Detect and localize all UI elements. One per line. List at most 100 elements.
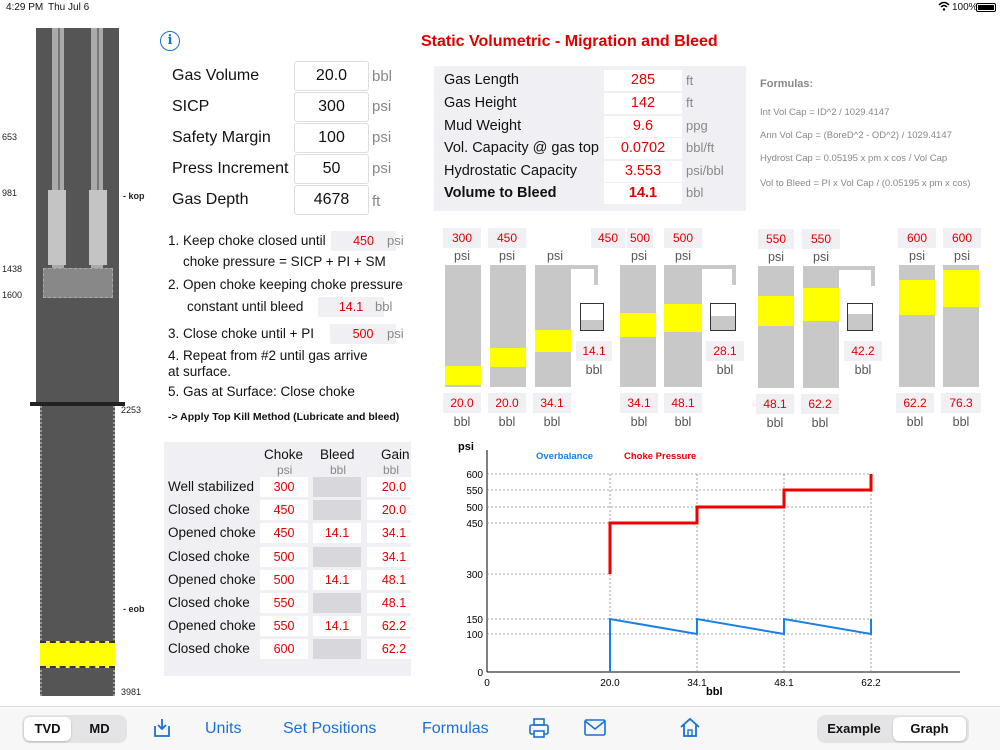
bleed-tank xyxy=(580,303,604,331)
step-4-detail: at surface. xyxy=(168,364,232,379)
bleed-cell xyxy=(313,477,361,497)
pressure-chart: psi bbl 600 550 500 450 300 150 100 00 20.0 34.1 48.… xyxy=(458,441,960,698)
row-label: Closed choke xyxy=(168,595,250,610)
bottom-toolbar: TVD MD Units Set Positions Formulas Exam… xyxy=(0,706,1000,750)
formula-ann-vol: Ann Vol Cap = (BoreD^2 - OD^2) / 1029.41… xyxy=(760,130,952,141)
mud-column xyxy=(620,265,656,387)
bleed-cell: 14.1 xyxy=(313,523,361,544)
row-label: Opened choke xyxy=(168,618,256,634)
gain-value: 62.2 xyxy=(896,393,934,413)
top-pressure: 450 xyxy=(591,228,625,248)
units-link[interactable]: Units xyxy=(205,720,242,737)
battery-icon xyxy=(976,3,996,12)
unit-label: bbl xyxy=(630,415,648,429)
summary-table: Choke Bleed Gain psi bbl bbl Well stabil… xyxy=(164,442,421,676)
gas-height-value: 142 xyxy=(604,93,682,114)
share-icon[interactable] xyxy=(151,717,173,744)
gas-parameters-panel: Gas Length 285 ft Gas Height 142 ft Mud … xyxy=(434,66,746,211)
hydrostatic-capacity-label: Hydrostatic Capacity xyxy=(444,163,577,179)
y-tick-label: 100 xyxy=(466,630,483,641)
unit-label: bbl/ft xyxy=(686,140,715,155)
info-icon[interactable]: i xyxy=(160,31,180,51)
gas-depth-input[interactable]: 4678 xyxy=(294,185,369,215)
status-bar: 4:29 PM Thu Jul 6 100% xyxy=(0,0,1000,16)
tvd-button[interactable]: TVD xyxy=(24,717,71,741)
unit-label: ft xyxy=(686,73,694,88)
bleed-cell xyxy=(313,593,361,613)
md-button[interactable]: MD xyxy=(89,721,110,736)
choke-cell: 500 xyxy=(260,569,308,590)
unit-label: psi xyxy=(372,129,392,146)
bleed-cell: 14.1 xyxy=(313,616,361,637)
unit-label: psi xyxy=(631,249,647,263)
unit-label: ft xyxy=(372,193,381,210)
unit-label: bbl xyxy=(674,415,692,429)
top-pressure: 500 xyxy=(664,228,702,248)
formula-int-vol: Int Vol Cap = ID^2 / 1029.4147 xyxy=(760,107,890,118)
example-button[interactable]: Example xyxy=(827,721,881,736)
row-label: Closed choke xyxy=(168,548,250,564)
battery-percent: 100% xyxy=(952,2,978,13)
y-tick-label: 150 xyxy=(466,615,483,626)
casing-shoe xyxy=(30,402,125,406)
packer xyxy=(43,268,113,298)
gas-depth-label: Gas Depth xyxy=(172,191,249,208)
bleed-tank xyxy=(710,303,736,331)
mail-icon[interactable] xyxy=(584,719,606,741)
y-tick-label: 550 xyxy=(466,486,483,497)
gas-volume-label: Gas Volume xyxy=(172,67,260,84)
top-pressure: 600 xyxy=(898,228,936,248)
step-1: 1. Keep choke closed until xyxy=(168,233,326,248)
home-icon[interactable] xyxy=(679,716,701,743)
gain-value: 34.1 xyxy=(533,393,571,413)
top-pressure: 450 xyxy=(488,228,526,248)
press-increment-label: Press Increment xyxy=(172,160,289,177)
safety-margin-input[interactable]: 100 xyxy=(294,123,369,153)
unit-label: psi xyxy=(547,249,563,263)
mud-weight-value: 9.6 xyxy=(604,116,682,137)
depth-label: 981 xyxy=(2,188,18,198)
x-tick-label: 20.0 xyxy=(600,678,620,689)
row-label: Opened choke xyxy=(168,525,256,541)
tvd-md-segmented: TVD MD xyxy=(22,715,127,743)
x-tick-label: 48.1 xyxy=(774,678,794,689)
mud-column xyxy=(490,265,526,387)
step-2-value: 14.1 xyxy=(318,297,384,317)
graph-button[interactable]: Graph xyxy=(893,717,966,741)
col-header-choke: Choke xyxy=(264,447,304,462)
gain-cell: 48.1 xyxy=(367,593,421,613)
unit-label: psi xyxy=(387,233,404,248)
vol-capacity-value: 0.0702 xyxy=(604,138,682,159)
gas-length-label: Gas Length xyxy=(444,72,519,88)
gain-value: 20.0 xyxy=(443,393,481,413)
unit-label: bbl xyxy=(952,415,970,429)
tank-volume: 42.2 xyxy=(844,341,882,361)
depth-label: 2253 xyxy=(121,405,142,415)
gas-length-value: 285 xyxy=(604,70,682,91)
print-icon[interactable] xyxy=(528,717,550,744)
depth-label: 1438 xyxy=(2,264,23,274)
gain-value: 34.1 xyxy=(620,393,658,413)
col-header-bleed: Bleed xyxy=(320,447,355,462)
unit-label: bbl xyxy=(766,416,784,430)
gas-bubble xyxy=(40,641,115,668)
mud-column xyxy=(535,265,571,387)
formulas-link[interactable]: Formulas xyxy=(422,720,489,737)
choke-cell: 450 xyxy=(260,523,308,544)
status-time: 4:29 PM xyxy=(6,2,44,13)
formulas-title: Formulas: xyxy=(760,78,814,90)
bleed-tank xyxy=(847,303,873,331)
y-tick-label: 0 xyxy=(477,668,483,679)
gas-volume-input[interactable]: 20.0 xyxy=(294,61,369,91)
unit-label: psi xyxy=(387,326,404,341)
press-increment-input[interactable]: 50 xyxy=(294,154,369,184)
sicp-input[interactable]: 300 xyxy=(294,92,369,122)
mud-column xyxy=(943,265,979,387)
set-positions-link[interactable]: Set Positions xyxy=(283,720,377,737)
gain-value: 48.1 xyxy=(664,393,702,413)
gain-value: 76.3 xyxy=(941,393,981,413)
step-2: 2. Open choke keeping choke pressure xyxy=(168,277,403,292)
unit-label: bbl xyxy=(854,363,872,377)
legend-overbalance: Overbalance xyxy=(536,451,593,462)
step-2-detail: constant until bleed xyxy=(187,299,304,314)
